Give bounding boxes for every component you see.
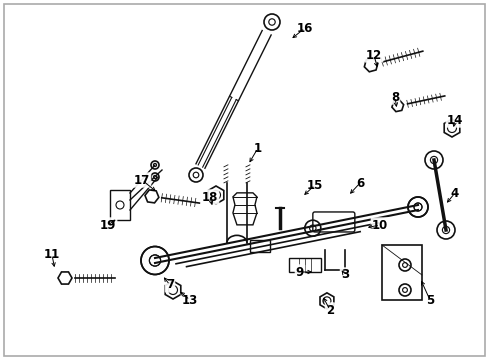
- Text: 2: 2: [325, 303, 333, 316]
- Text: 12: 12: [365, 49, 381, 62]
- Text: 11: 11: [44, 248, 60, 261]
- Text: 9: 9: [295, 266, 304, 279]
- Text: 14: 14: [446, 113, 462, 126]
- Text: 17: 17: [134, 174, 150, 186]
- Text: 6: 6: [355, 176, 364, 189]
- Text: 10: 10: [371, 219, 387, 231]
- Text: 16: 16: [296, 22, 312, 35]
- Text: 5: 5: [425, 293, 433, 306]
- Text: 4: 4: [450, 186, 458, 199]
- Text: 3: 3: [340, 269, 348, 282]
- Text: 1: 1: [253, 141, 262, 154]
- Text: 8: 8: [390, 90, 398, 104]
- Text: 13: 13: [182, 293, 198, 306]
- Text: 19: 19: [100, 219, 116, 231]
- Text: 7: 7: [165, 279, 174, 292]
- Text: 15: 15: [306, 179, 323, 192]
- Text: 18: 18: [202, 190, 218, 203]
